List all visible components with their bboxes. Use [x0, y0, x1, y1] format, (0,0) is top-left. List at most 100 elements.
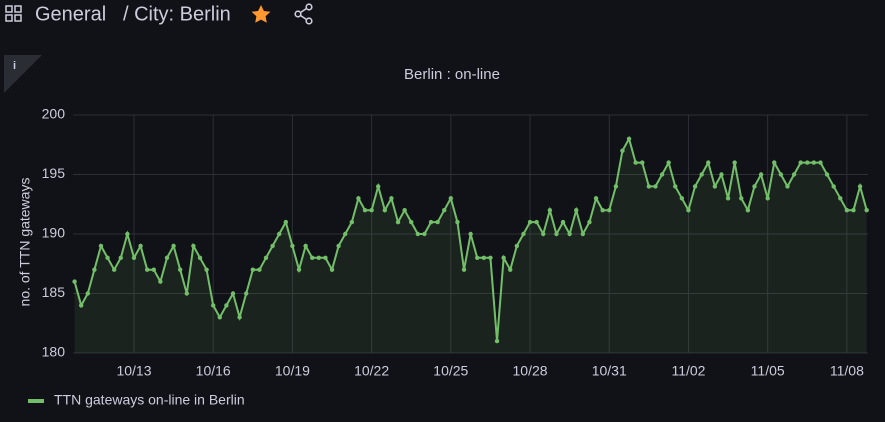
info-corner[interactable] [4, 55, 42, 93]
point [547, 208, 553, 213]
point [778, 172, 784, 177]
point [600, 208, 605, 213]
point [138, 243, 143, 249]
point [679, 196, 685, 201]
point [686, 208, 691, 213]
y-tick-label: 190 [42, 225, 66, 241]
point [435, 219, 440, 225]
point [805, 160, 810, 165]
point [673, 184, 678, 189]
panel-title: Berlin : on-line [404, 66, 500, 83]
point [640, 160, 645, 165]
point [290, 243, 295, 249]
point [739, 196, 744, 201]
x-tick-label: 11/02 [671, 363, 705, 379]
point [72, 279, 77, 284]
point [593, 196, 599, 201]
point [428, 219, 434, 225]
x-tick-label: 10/31 [592, 363, 627, 379]
point [310, 255, 315, 260]
point [501, 255, 506, 260]
point [191, 243, 196, 249]
point [831, 184, 836, 189]
point [567, 231, 572, 237]
y-tick-label: 200 [42, 106, 66, 122]
point [620, 148, 625, 153]
point [851, 208, 856, 213]
point [85, 291, 90, 296]
info-icon[interactable]: i [13, 60, 16, 72]
point [230, 291, 236, 296]
point [752, 184, 757, 189]
share-icon[interactable] [294, 3, 313, 25]
point [758, 172, 764, 177]
x-tick-label: 10/28 [513, 363, 548, 379]
point [494, 338, 500, 344]
point [217, 315, 223, 320]
point [574, 208, 579, 213]
point [626, 136, 632, 141]
x-tick-label: 10/22 [354, 363, 389, 379]
point [362, 208, 368, 213]
y-tick-label: 195 [42, 165, 66, 181]
point [838, 196, 843, 201]
point [237, 315, 242, 320]
point [560, 219, 566, 225]
point [257, 267, 262, 272]
point [204, 267, 209, 272]
point [659, 172, 665, 177]
x-tick-label: 11/08 [830, 363, 864, 379]
point [461, 267, 467, 272]
point [534, 219, 539, 225]
point [692, 184, 698, 189]
point [541, 231, 546, 237]
point [131, 255, 137, 260]
x-tick-label: 10/13 [116, 363, 151, 379]
point [613, 184, 619, 189]
point [244, 291, 249, 296]
point [277, 231, 282, 237]
point [376, 184, 381, 189]
y-tick-label: 185 [42, 284, 66, 300]
point [745, 208, 751, 213]
point [356, 196, 361, 201]
point [844, 208, 850, 213]
point [270, 243, 275, 249]
point [772, 160, 777, 165]
point [92, 267, 97, 272]
point [765, 196, 770, 201]
point [382, 208, 388, 213]
point [211, 303, 216, 308]
point [666, 160, 671, 165]
point [725, 196, 731, 201]
y-axis-label: no. of TTN gateways [17, 178, 33, 307]
dashboard-name[interactable]: / City: Berlin [123, 3, 231, 25]
point [369, 208, 374, 213]
point [409, 219, 414, 225]
area-fill [74, 138, 867, 353]
legend-swatch [28, 399, 44, 403]
point [144, 267, 150, 272]
point [633, 160, 638, 165]
point [177, 267, 183, 272]
point [607, 208, 612, 213]
point [389, 196, 394, 201]
point [455, 219, 460, 225]
point [151, 267, 156, 272]
folder-name[interactable]: General [35, 3, 106, 25]
star-icon[interactable] [251, 5, 271, 23]
point [791, 172, 797, 177]
point [587, 219, 592, 225]
apps-icon[interactable] [5, 5, 22, 22]
point [514, 243, 520, 249]
point [699, 172, 704, 177]
point [422, 231, 427, 237]
point [118, 255, 123, 260]
x-tick-label: 10/25 [433, 363, 468, 379]
point [824, 172, 830, 177]
point [521, 231, 526, 237]
point [164, 255, 170, 260]
point [818, 160, 823, 165]
point [296, 267, 302, 272]
